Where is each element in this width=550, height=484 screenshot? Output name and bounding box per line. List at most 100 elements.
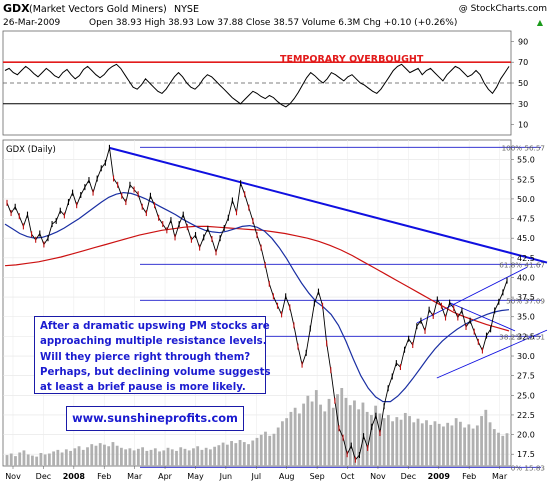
volume-bar — [488, 422, 492, 466]
volume-bar — [120, 447, 123, 466]
volume-bar — [361, 402, 365, 466]
volume-bar — [238, 440, 242, 466]
month-tick-label: Mar — [492, 472, 508, 481]
volume-bar — [297, 413, 301, 466]
fibonacci-level-label: 50% 37.09 — [506, 296, 545, 305]
volume-bar — [107, 446, 111, 466]
volume-bar — [5, 455, 9, 466]
volume-bar — [365, 411, 369, 466]
volume-bar — [179, 447, 183, 466]
volume-bar — [60, 452, 64, 466]
month-tick-label: Dec — [401, 472, 416, 481]
website-link[interactable]: www.sunshineprofits.com — [66, 406, 244, 431]
price-tick-label: 22.5 — [517, 411, 535, 420]
volume-bar — [259, 434, 263, 466]
volume-bar — [175, 450, 178, 466]
volume-bar — [103, 444, 106, 466]
volume-bar — [124, 449, 128, 466]
volume-bar — [336, 394, 339, 466]
volume-bar — [484, 409, 488, 466]
volume-bar — [408, 416, 411, 466]
volume-bar — [255, 437, 259, 466]
volume-bar — [446, 422, 450, 466]
volume-bar — [450, 425, 454, 466]
price-tick-label: 52.5 — [517, 175, 535, 184]
volume-bar — [425, 420, 428, 466]
price-tick-label: 30.0 — [517, 352, 535, 361]
volume-bar — [344, 397, 348, 466]
note-line: After a dramatic upswing PM stocks are — [40, 321, 270, 332]
volume-bar — [43, 454, 47, 466]
volume-bar — [357, 409, 361, 466]
quote-line: Open 38.93 High 38.93 Low 37.88 Close 38… — [89, 18, 457, 28]
volume-bar — [501, 435, 505, 466]
volume-bar — [272, 433, 276, 466]
volume-bar — [247, 444, 250, 466]
volume-bar — [86, 447, 89, 466]
price-tick-label: 40.0 — [517, 273, 535, 282]
month-tick-label: Apr — [158, 472, 173, 481]
ma-slow-line — [4, 225, 510, 332]
volume-bar — [149, 449, 153, 466]
volume-bar — [52, 451, 56, 466]
volume-bar — [353, 400, 356, 466]
rsi-tick-label: 90 — [518, 37, 528, 46]
volume-bar — [319, 404, 322, 466]
volume-bar — [281, 421, 284, 466]
price-tick-label: 32.5 — [517, 332, 535, 341]
volume-bar — [136, 448, 140, 466]
volume-bar — [141, 447, 144, 466]
month-tick-label: 2008 — [63, 472, 86, 481]
volume-bar — [458, 421, 462, 466]
volume-bar — [340, 388, 344, 466]
volume-bar — [327, 398, 331, 466]
security-name: (Market Vectors Gold Miners) — [29, 4, 167, 15]
volume-bar — [115, 445, 119, 466]
month-tick-label: May — [187, 472, 204, 481]
volume-bar — [323, 411, 327, 466]
volume-bar — [492, 429, 496, 466]
price-tick-label: 47.5 — [517, 215, 535, 224]
volume-bar — [225, 444, 229, 466]
volume-bar — [153, 448, 157, 466]
downtrend-resistance-line — [109, 146, 548, 264]
volume-bar — [64, 449, 68, 466]
rsi-tick-label: 10 — [518, 121, 528, 130]
rsi-tick-label: 50 — [518, 79, 528, 88]
volume-bar — [289, 411, 293, 466]
volume-bar — [77, 446, 81, 466]
volume-bar — [217, 445, 221, 466]
note-line: Perhaps, but declining volume suggests — [40, 366, 271, 378]
volume-bar — [26, 454, 30, 466]
month-tick-label: Jul — [250, 472, 261, 481]
volume-bar — [374, 405, 378, 466]
volume-bar — [9, 453, 13, 466]
volume-bar — [429, 424, 433, 466]
fibonacci-level-label: 100% 56.57 — [502, 143, 545, 152]
volume-bar — [69, 450, 72, 466]
volume-bar — [192, 448, 195, 466]
volume-bar — [306, 395, 310, 466]
volume-bar — [39, 453, 43, 466]
month-tick-label: Mar — [127, 472, 143, 481]
price-tick-label: 27.5 — [517, 372, 535, 381]
volume-bar — [331, 407, 335, 466]
volume-bar — [242, 442, 246, 466]
volume-bar — [196, 446, 200, 466]
volume-bar — [170, 449, 174, 466]
month-tick-label: 2009 — [428, 472, 451, 481]
volume-bar — [471, 428, 475, 466]
volume-bar — [98, 443, 102, 466]
price-tick-label: 45.0 — [517, 234, 535, 243]
volume-bar — [370, 415, 373, 466]
volume-bar — [268, 435, 272, 466]
month-tick-label: Feb — [462, 472, 476, 481]
volume-bar — [81, 449, 85, 466]
volume-bar — [310, 401, 314, 466]
date-label: 26-Mar-2009 — [3, 18, 61, 28]
volume-bar — [433, 421, 437, 466]
volume-bar — [251, 440, 255, 466]
rsi-tick-label: 70 — [518, 58, 528, 67]
volume-bar — [94, 445, 98, 466]
month-tick-label: Nov — [370, 472, 386, 481]
